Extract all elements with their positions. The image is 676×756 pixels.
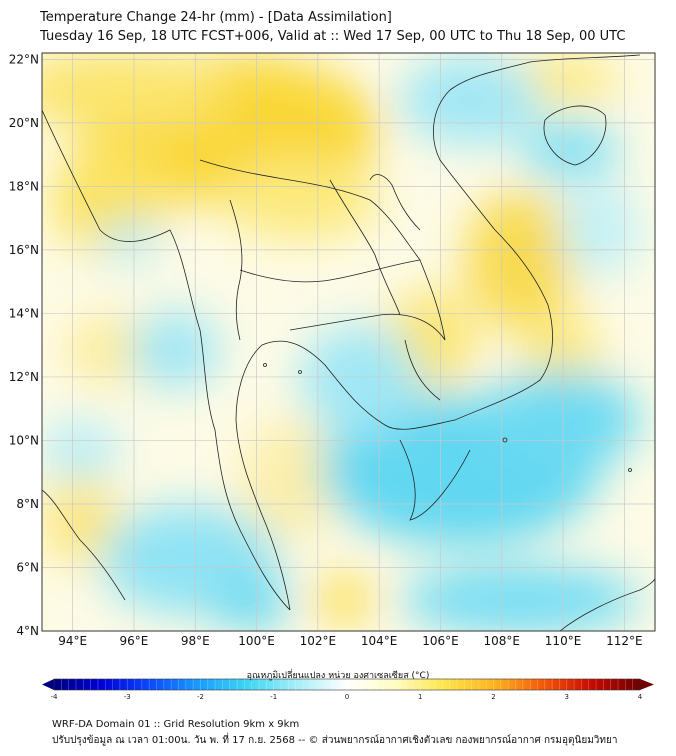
colorbar-tick-label: 2 — [491, 693, 495, 701]
lat-tick-label: 10°N — [9, 433, 39, 447]
chart-title: Temperature Change 24-hr (mm) - [Data As… — [40, 10, 392, 25]
lon-tick-label: 98°E — [181, 634, 210, 648]
footer-credit: ปรับปรุงข้อมูล ณ เวลา 01:00น. วัน พ. ที่… — [52, 735, 618, 746]
colorbar-tick-label: -1 — [270, 693, 277, 701]
colorbar-tick-label: 4 — [638, 693, 643, 701]
colorbar-min-arrow — [42, 679, 54, 690]
colorbar-ticks: -4 -3 -2 -1 0 1 2 3 4 — [51, 693, 643, 701]
lat-tick-label: 20°N — [9, 116, 39, 130]
lon-tick-label: 106°E — [422, 634, 459, 648]
coastlines-and-borders — [42, 54, 655, 631]
colorbar-max-arrow — [640, 679, 654, 690]
lat-tick-label: 22°N — [9, 52, 39, 66]
lon-tick-label: 104°E — [361, 634, 398, 648]
lon-tick-label: 100°E — [238, 634, 275, 648]
lon-tick-label: 108°E — [484, 634, 521, 648]
colorbar-tick-label: 1 — [418, 693, 422, 701]
lon-tick-label: 110°E — [545, 634, 582, 648]
colorbar-tick-label: -2 — [197, 693, 204, 701]
colorbar-tick-label: -3 — [124, 693, 131, 701]
lon-tick-label: 94°E — [58, 634, 87, 648]
lon-tick-label: 102°E — [300, 634, 337, 648]
lat-tick-label: 8°N — [16, 497, 39, 511]
colorbar-tick-label: 3 — [565, 693, 569, 701]
lat-tick-label: 14°N — [9, 306, 39, 320]
lat-tick-label: 4°N — [16, 624, 39, 638]
lat-tick-label: 18°N — [9, 179, 39, 193]
latitude-labels: 22°N 20°N 18°N 16°N 14°N 12°N 10°N 8°N 6°N 4°N — [9, 52, 39, 638]
plot-frame — [41, 52, 656, 632]
colorbar — [42, 678, 654, 691]
graticule — [42, 53, 655, 632]
temperature-field — [42, 53, 655, 631]
lon-tick-label: 112°E — [606, 634, 643, 648]
lat-tick-label: 12°N — [9, 370, 39, 384]
chart-subtitle: Tuesday 16 Sep, 18 UTC FCST+006, Valid a… — [40, 29, 626, 44]
longitude-labels: 94°E 96°E 98°E 100°E 102°E 104°E 106°E 108°E 110… — [58, 634, 642, 648]
colorbar-tick-label: -4 — [51, 693, 59, 701]
colorbar-label: อุณหภูมิเปลี่ยนแปลง หน่วย องศาเซลเซียส (… — [246, 671, 430, 681]
lat-tick-label: 16°N — [9, 243, 39, 257]
lon-tick-label: 96°E — [120, 634, 149, 648]
colorbar-tick-label: 0 — [345, 693, 349, 701]
footer-domain-info: WRF-DA Domain 01 :: Grid Resolution 9km … — [52, 719, 300, 730]
lat-tick-label: 6°N — [16, 560, 39, 574]
